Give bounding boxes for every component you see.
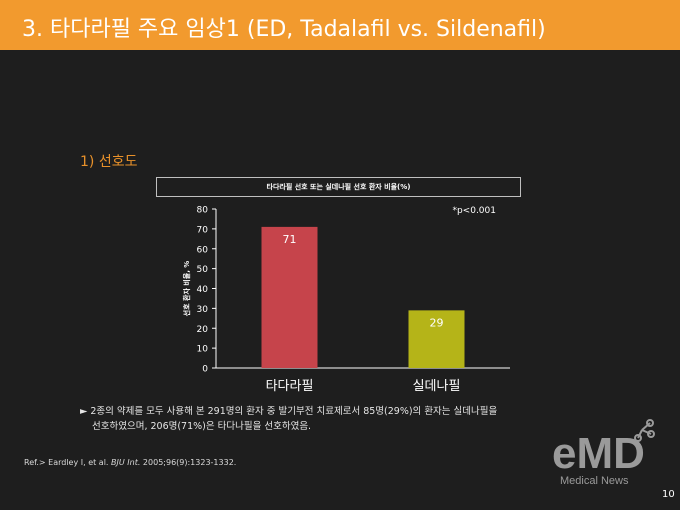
y-tick-label: 80	[197, 206, 209, 216]
y-tick-label: 60	[197, 245, 209, 255]
bar-value-label: 71	[283, 233, 297, 246]
bar-chart: 0 10 20 30 40 50 60 70 80 선호 환자 비율, % 71 타다라필 29 실데나필…	[182, 206, 510, 394]
x-tick-label: 실데나필	[413, 379, 461, 394]
y-axis-label: 선호 환자 비율, %	[182, 261, 191, 317]
y-tick-label: 20	[197, 325, 209, 335]
bar	[408, 310, 465, 368]
logo-subtext: Medical News	[560, 475, 629, 487]
chart-title: 타다라필 선호 또는 실데나필 선호 환자 비율(%)	[156, 177, 521, 197]
title-bar: 3. 타다라필 주요 임상1 (ED, Tadalafil vs. Silden…	[0, 0, 680, 50]
summary-text: ► 2종의 약제를 모두 사용해 본 291명의 환자 중 발기부전 치료제로서…	[80, 404, 610, 434]
y-tick-label: 40	[197, 285, 209, 295]
logo-text: eMD	[552, 429, 645, 478]
reference: Ref.> Eardley I, et al. BJU Int. 2005;96…	[24, 458, 236, 467]
summary-line-2: 선호하였으며, 206명(71%)은 타다나필을 선호하였음.	[92, 421, 312, 432]
slide-title: 3. 타다라필 주요 임상1 (ED, Tadalafil vs. Silden…	[22, 17, 546, 42]
reference-journal: BJU Int.	[111, 458, 141, 467]
section-heading: 1) 선호도	[80, 154, 138, 170]
y-tick-label: 30	[197, 305, 209, 315]
x-tick-label: 타다라필	[266, 379, 314, 394]
y-tick-label: 0	[202, 365, 208, 375]
bar	[261, 226, 318, 368]
reference-suffix: 2005;96(9):1323-1332.	[142, 458, 237, 467]
summary-line-1: ► 2종의 약제를 모두 사용해 본 291명의 환자 중 발기부전 치료제로서…	[80, 406, 498, 417]
y-tick-label: 70	[197, 225, 209, 235]
emd-logo: eMD	[552, 419, 655, 478]
bar-value-label: 29	[430, 316, 444, 329]
reference-prefix: Ref.> Eardley I, et al.	[24, 458, 109, 467]
y-tick-label: 50	[197, 265, 209, 275]
y-tick-label: 10	[197, 345, 209, 355]
significance-annotation: *p<0.001	[452, 206, 496, 216]
page-number: 10	[662, 489, 675, 500]
molecule-icon	[634, 419, 655, 442]
